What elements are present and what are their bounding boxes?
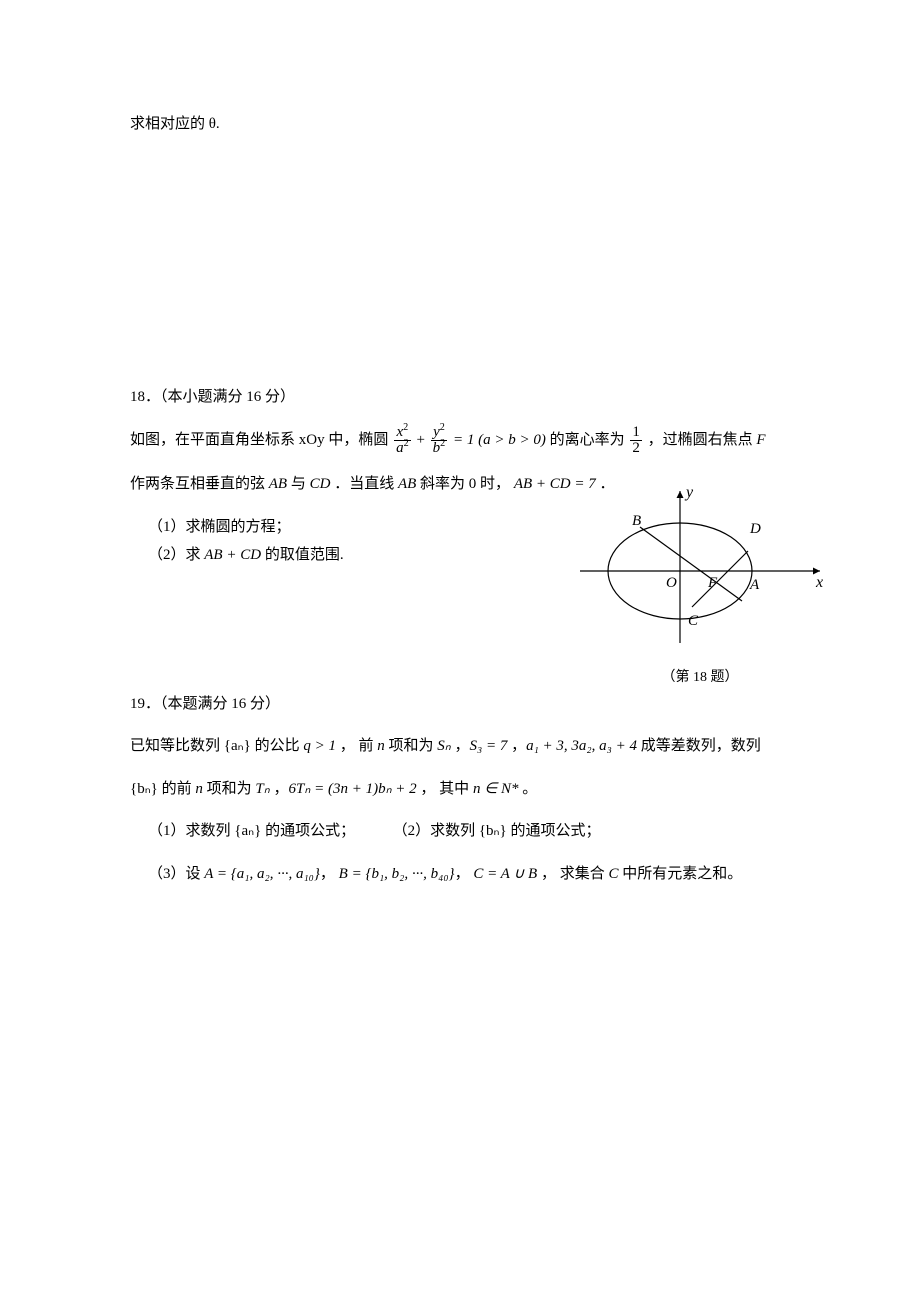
num: 1 — [630, 425, 642, 440]
chord-BD — [640, 527, 742, 601]
label-F: F — [707, 575, 718, 591]
ellipse-equation: x2 a2 + y2 b2 = 1 (a > b > 0) — [392, 432, 550, 448]
plus: + — [416, 432, 428, 448]
C: C — [608, 866, 618, 882]
label-D: D — [749, 521, 761, 537]
q18-heading: 18．（本小题满分 16 分） — [130, 383, 800, 412]
text: ．当直线 — [334, 476, 398, 492]
text: 求相对应的 θ. — [130, 116, 220, 132]
text: ， — [454, 738, 469, 754]
text: 的通项公式； — [507, 823, 601, 839]
q18-line1: 如图，在平面直角坐标系 xOy 中，椭圆 x2 a2 + y2 b2 = 1 (… — [130, 425, 800, 456]
text: 项和为 — [388, 738, 437, 754]
AB: AB — [269, 476, 287, 492]
seq-an: {aₙ} — [224, 738, 251, 754]
q-heading: （本题满分 16 分） — [160, 696, 280, 712]
seq-bn: {bₙ} — [130, 781, 158, 797]
recurrence: 6Tₙ = (3n + 1)bₙ + 2 — [289, 781, 417, 797]
seq-bn2: {bₙ} — [479, 823, 507, 839]
text: 已知等比数列 — [130, 738, 224, 754]
text: 的取值范围. — [261, 547, 344, 563]
den: 2 — [630, 440, 642, 456]
text: （1）求椭圆的方程； — [148, 519, 291, 535]
text: （3）设 — [148, 866, 204, 882]
label-C: C — [688, 613, 699, 629]
text: 的前 — [162, 781, 196, 797]
spacer — [130, 153, 800, 383]
text: 的通项公式； — [261, 823, 355, 839]
n: n — [377, 738, 385, 754]
fragment-line: 求相对应的 θ. — [130, 110, 800, 139]
q-number: 18． — [130, 389, 160, 405]
ellipse-diagram: y x O F B D A C — [570, 483, 830, 653]
text: ， — [320, 866, 335, 882]
F: F — [756, 432, 765, 448]
text: ， 其中 — [420, 781, 473, 797]
q-gt-1: q > 1 — [303, 738, 336, 754]
text: 如图，在平面直角坐标系 xOy 中，椭圆 — [130, 432, 392, 448]
figure-wrap: （1）求椭圆的方程； （2）求 AB + CD 的取值范围. — [130, 513, 800, 570]
q19-line1: 已知等比数列 {aₙ} 的公比 q > 1 ， 前 n 项和为 Sₙ ，S₃ =… — [130, 732, 800, 761]
arith-seq: a₁ + 3, 3a₂, a₃ + 4 — [526, 738, 637, 754]
text: ， 前 — [340, 738, 378, 754]
expr: AB + CD — [204, 547, 261, 563]
text: ， — [455, 866, 470, 882]
label-x: x — [815, 574, 823, 591]
CD: CD — [310, 476, 331, 492]
label-B: B — [632, 513, 641, 529]
text: ， 求集合 — [541, 866, 609, 882]
text: 成等差数列，数列 — [641, 738, 761, 754]
n-in-N: n ∈ N* — [473, 781, 519, 797]
frac-x2a2: x2 a2 — [392, 425, 413, 456]
sup: 2 — [404, 438, 409, 449]
n2: n — [195, 781, 203, 797]
text: 斜率为 0 时， — [420, 476, 514, 492]
text: （1）求数列 — [148, 823, 234, 839]
q19-line2: {bₙ} 的前 n 项和为 Tₙ ，6Tₙ = (3n + 1)bₙ + 2 ，… — [130, 775, 800, 804]
AB2: AB — [398, 476, 416, 492]
text: ， — [511, 738, 526, 754]
q18-body: 如图，在平面直角坐标系 xOy 中，椭圆 x2 a2 + y2 b2 = 1 (… — [130, 425, 800, 570]
q-number: 19． — [130, 696, 160, 712]
set-A: A = {a₁, a₂, ···, a₁₀} — [204, 866, 320, 882]
frac-y2b2: y2 b2 — [429, 425, 450, 456]
q19-heading: 19．（本题满分 16 分） — [130, 690, 800, 719]
text: （2）求 — [148, 547, 204, 563]
seq-an2: {aₙ} — [234, 823, 261, 839]
den: a — [396, 440, 404, 456]
sup: 2 — [440, 422, 445, 433]
q19-sub3: （3）设 A = {a₁, a₂, ···, a₁₀}， B = {b₁, b₂… — [130, 860, 800, 889]
S3: S₃ = 7 — [469, 738, 507, 754]
label-y: y — [684, 484, 694, 501]
text: 的公比 — [255, 738, 304, 754]
text: ，过椭圆右焦点 — [648, 432, 757, 448]
figure-caption: （第 18 题） — [560, 665, 840, 692]
sup: 2 — [440, 438, 445, 449]
text: 的离心率为 — [550, 432, 629, 448]
q18-figure: y x O F B D A C （第 18 题） — [560, 483, 840, 692]
num: y — [433, 424, 440, 440]
text: 作两条互相垂直的弦 — [130, 476, 269, 492]
q-heading: （本小题满分 16 分） — [160, 389, 295, 405]
text: 项和为 — [207, 781, 256, 797]
eccentricity-frac: 1 2 — [628, 425, 644, 456]
text: （2）求数列 — [393, 823, 479, 839]
label-A: A — [749, 577, 760, 593]
Sn: Sₙ — [437, 738, 450, 754]
text: 。 — [522, 781, 537, 797]
sup: 2 — [403, 422, 408, 433]
text: 与 — [291, 476, 310, 492]
text: ， — [274, 781, 289, 797]
eq-tail: = 1 (a > b > 0) — [453, 432, 546, 448]
Tn: Tₙ — [255, 781, 269, 797]
text: 中所有元素之和。 — [619, 866, 743, 882]
set-C: C = A ∪ B — [473, 866, 537, 882]
set-B: B = {b₁, b₂, ···, b₄₀} — [339, 866, 455, 882]
q19-sub12: （1）求数列 {aₙ} 的通项公式； （2）求数列 {bₙ} 的通项公式； — [130, 817, 800, 846]
label-O: O — [666, 575, 677, 591]
